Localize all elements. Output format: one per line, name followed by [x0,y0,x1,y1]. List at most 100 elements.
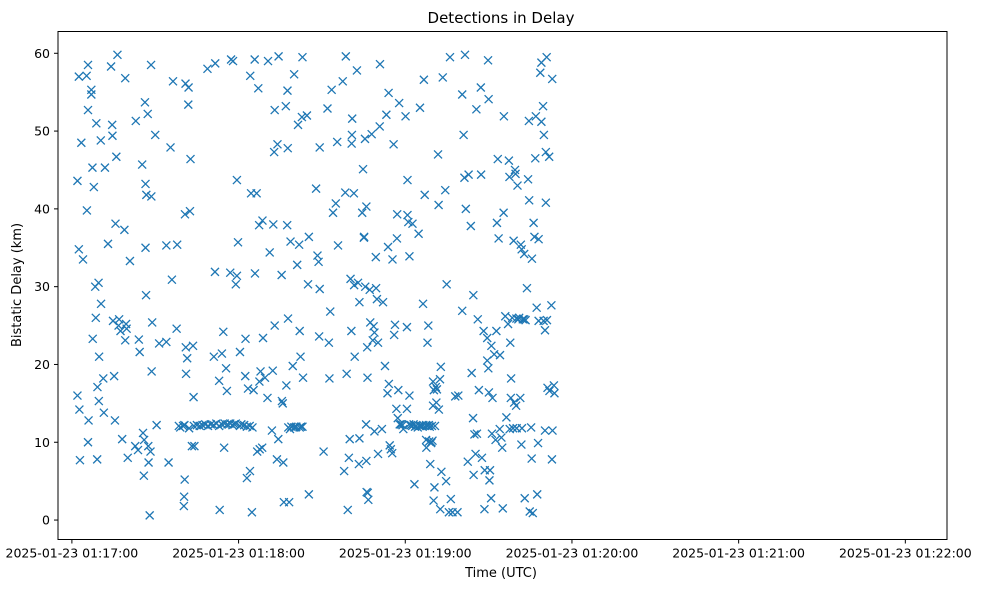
data-point-marker [482,333,492,343]
data-point-marker [189,392,199,402]
data-point-marker [499,111,509,121]
data-point-marker [391,404,401,414]
data-point-marker [319,447,329,457]
data-point-marker [354,297,364,307]
y-tick-label: 60 [34,46,50,61]
data-point-marker [210,267,220,277]
data-point-marker [139,471,149,481]
data-point-marker [133,445,143,455]
data-point-marker [539,130,549,140]
data-point-marker [548,426,557,436]
data-point-marker [72,391,82,401]
data-point-marker [82,205,92,215]
data-point-marker [495,424,505,434]
data-point-marker [272,454,282,464]
data-point-marker [172,240,182,250]
data-point-marker [464,170,474,180]
data-point-marker [435,504,445,514]
data-point-marker [91,118,101,128]
data-point-marker [404,391,414,401]
data-point-marker [235,347,245,357]
data-point-marker [352,65,362,75]
data-point-marker [245,71,255,81]
data-point-marker [529,232,539,242]
data-point-marker [314,331,324,341]
data-point-marker [218,327,228,337]
data-point-marker [83,60,93,70]
data-point-marker [491,326,501,336]
data-point-marker [89,182,99,192]
data-point-marker [384,379,394,389]
data-point-marker [360,282,370,292]
data-point-marker [509,236,519,246]
data-point-marker [270,321,280,331]
data-point-marker [384,88,394,98]
data-point-marker [409,419,419,429]
data-point-marker [327,85,337,95]
data-point-marker [286,237,295,247]
data-point-marker [347,114,357,124]
data-point-marker [404,251,414,261]
data-point-marker [257,443,267,453]
data-point-marker [92,454,102,464]
y-tick-label: 0 [42,513,50,528]
data-point-marker [278,398,288,408]
data-point-marker [87,163,97,173]
x-tick-label: 2025-01-23 01:17:00 [6,546,139,561]
data-point-marker [468,290,478,300]
data-point-marker [304,232,314,242]
data-point-marker [536,117,546,127]
data-point-marker [549,388,559,398]
data-point-marker [549,381,559,390]
data-point-marker [258,216,267,226]
data-point-marker [453,507,462,517]
data-point-marker [137,160,147,169]
data-point-marker [254,377,264,387]
data-point-marker [430,421,440,431]
data-point-marker [248,423,257,432]
data-point-marker [241,334,250,344]
data-point-marker [429,482,439,492]
data-point-marker [428,436,437,446]
data-point-marker [511,169,521,179]
data-point-marker [476,83,486,92]
chart-title: Detections in Delay [428,9,575,27]
data-point-marker [359,232,369,242]
data-point-marker [472,429,482,439]
data-point-marker [214,421,224,431]
data-point-marker [398,424,408,434]
data-point-marker [273,139,282,149]
data-point-marker [459,173,469,183]
data-point-marker [434,405,444,415]
data-point-marker [339,466,349,476]
data-point-marker [281,101,291,111]
data-point-marker [281,381,291,390]
data-point-marker [446,494,456,504]
data-point-marker [250,268,260,278]
data-point-marker [119,225,129,235]
data-point-marker [186,154,195,164]
data-point-marker [152,420,162,430]
data-point-marker [484,475,494,485]
data-point-marker [530,153,540,163]
data-point-marker [147,317,157,327]
data-point-marker [533,438,543,448]
data-point-marker [341,51,351,61]
data-point-marker [389,139,399,149]
data-point-marker [499,208,509,218]
data-point-marker [516,440,526,450]
data-point-marker [357,208,367,218]
data-point-marker [483,55,493,65]
data-point-marker [479,326,489,336]
data-point-marker [107,131,117,141]
data-point-marker [491,435,501,445]
data-point-marker [486,341,496,351]
data-point-marker [340,188,350,197]
data-point-marker [523,174,533,184]
data-point-marker [122,324,132,334]
data-point-marker [143,109,153,119]
data-point-marker [270,105,280,115]
data-point-marker [388,254,397,264]
data-point-marker [324,374,334,383]
